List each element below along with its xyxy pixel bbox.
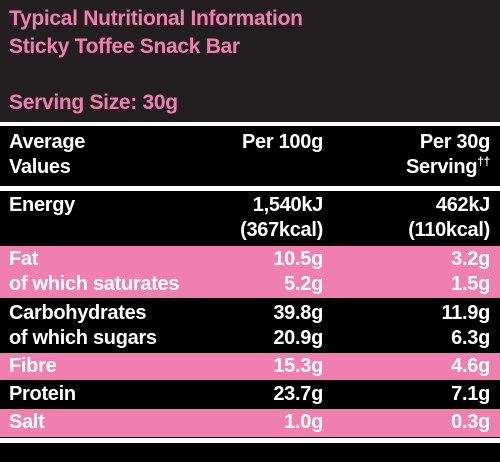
header-per100: Per 100g <box>242 131 323 153</box>
row-per100: 15.3g <box>273 355 323 377</box>
row-per100: 10.5g <box>273 248 323 270</box>
header-rule <box>0 186 500 191</box>
row-per30: 6.3g <box>451 327 490 349</box>
row-per30: 1.5g <box>451 273 490 295</box>
row-per100: 1.0g <box>284 411 323 433</box>
row-per100: 20.9g <box>273 327 323 349</box>
row-label: Protein <box>9 383 76 405</box>
serving-size: Serving Size: 30g <box>9 91 178 114</box>
row-label: Salt <box>9 411 45 433</box>
row-per30-kcal: (110kcal) <box>408 219 490 241</box>
header-per30-line-1: Per 30g <box>419 131 490 153</box>
table-row: Energy 1,540kJ 462kJ (367kcal) (110kcal) <box>0 192 500 244</box>
title-line-2: Sticky Toffee Snack Bar <box>9 35 240 58</box>
row-label: Energy <box>9 194 76 216</box>
top-rule <box>0 122 500 126</box>
row-per30: 11.9g <box>441 302 490 324</box>
header-label-line-2: Values <box>9 156 71 178</box>
table-row: Carbohydrates 39.8g 11.9g of which sugar… <box>0 300 500 352</box>
row-per100: 39.8g <box>273 302 323 324</box>
table-row: Protein 23.7g 7.1g <box>0 381 500 408</box>
footnote-mark: †† <box>477 154 490 169</box>
table-row: Salt 1.0g 0.3g <box>0 409 500 437</box>
title-line-1: Typical Nutritional Information <box>9 7 303 30</box>
header-per30-serving: Serving <box>405 156 478 178</box>
row-per100: 5.2g <box>284 273 323 295</box>
row-label: of which saturates <box>9 273 180 295</box>
row-per100: 1,540kJ <box>252 194 324 216</box>
nutrition-table: Average Values Per 100g Per 30g Serving†… <box>0 122 500 462</box>
row-per30: 462kJ <box>435 194 490 216</box>
row-label: Carbohydrates <box>9 302 147 324</box>
row-per100-kcal: (367kcal) <box>240 219 323 241</box>
row-per30: 3.2g <box>451 248 490 270</box>
row-per100: 23.7g <box>273 383 323 405</box>
row-per30: 4.6g <box>451 355 490 377</box>
table-row: Fibre 15.3g 4.6g <box>0 353 500 380</box>
header-per30-line-2: Serving†† <box>406 155 490 180</box>
row-label: of which sugars <box>9 327 157 349</box>
header-label-line-1: Average <box>9 131 86 153</box>
row-per30: 7.1g <box>451 383 490 405</box>
table-header-row: Average Values Per 100g Per 30g Serving†… <box>0 128 500 184</box>
bottom-rule <box>0 438 500 443</box>
table-row: Fat 10.5g 3.2g of which saturates 5.2g 1… <box>0 246 500 298</box>
row-per30: 0.3g <box>451 411 490 433</box>
row-label: Fat <box>9 248 39 270</box>
row-label: Fibre <box>9 355 57 377</box>
